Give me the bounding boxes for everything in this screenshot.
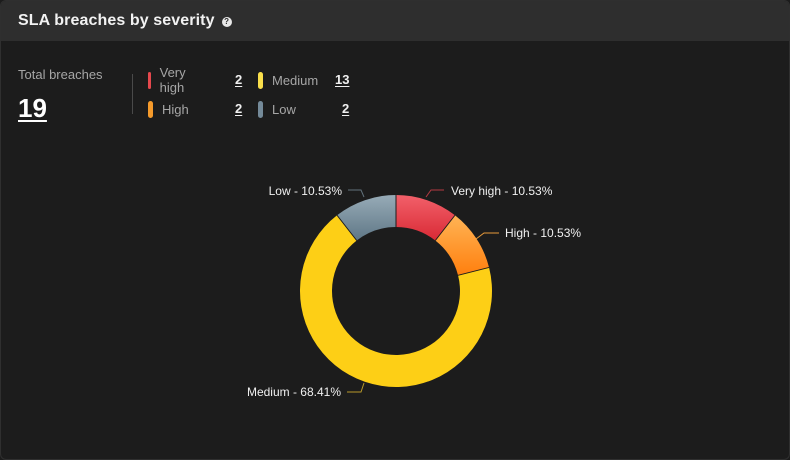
legend-swatch-high (148, 100, 153, 118)
legend-label-low: Low (272, 101, 296, 117)
label-medium: Medium - 68.41% (247, 385, 341, 399)
question-circle-icon[interactable]: ? (221, 16, 232, 27)
card-title: SLA breaches by severity (18, 12, 215, 29)
legend-item-medium: Medium (258, 70, 318, 90)
label-high: High - 10.53% (505, 226, 581, 240)
legend-count-high[interactable]: 2 (235, 101, 243, 116)
legend-item-very-high: Very high (148, 65, 188, 95)
leader-line-very-high (425, 189, 444, 198)
legend-item-low: Low (258, 99, 296, 119)
legend-count-low[interactable]: 2 (342, 101, 350, 116)
slice-very-high[interactable] (396, 195, 455, 241)
legend-label-high: High (162, 101, 189, 117)
slice-high[interactable] (435, 215, 490, 276)
label-very-high: Very high - 10.53% (451, 184, 553, 198)
leader-line-low (348, 189, 365, 198)
total-breaches-summary: Total breaches 19 (18, 67, 103, 123)
slice-low[interactable] (337, 195, 396, 241)
legend-label-very-high: Very high (159, 65, 186, 95)
card-header: SLA breaches by severity ? (1, 1, 789, 41)
legend-label-medium: Medium (272, 72, 319, 88)
leader-line-high (475, 232, 499, 240)
slice-medium[interactable] (299, 215, 492, 388)
legend-swatch-low (258, 100, 263, 118)
label-low: Low - 10.53% (269, 184, 343, 198)
slice-separators (336, 195, 490, 276)
leader-line-medium (347, 382, 365, 393)
summary-divider (132, 74, 133, 114)
legend-swatch-medium (258, 71, 263, 89)
total-breaches-label: Total breaches (18, 67, 103, 82)
legend-count-medium[interactable]: 13 (335, 72, 350, 87)
total-breaches-value[interactable]: 19 (18, 93, 47, 123)
legend-item-high: High (148, 99, 189, 119)
legend-count-very-high[interactable]: 2 (235, 72, 243, 87)
legend-swatch-very-high (148, 71, 151, 89)
